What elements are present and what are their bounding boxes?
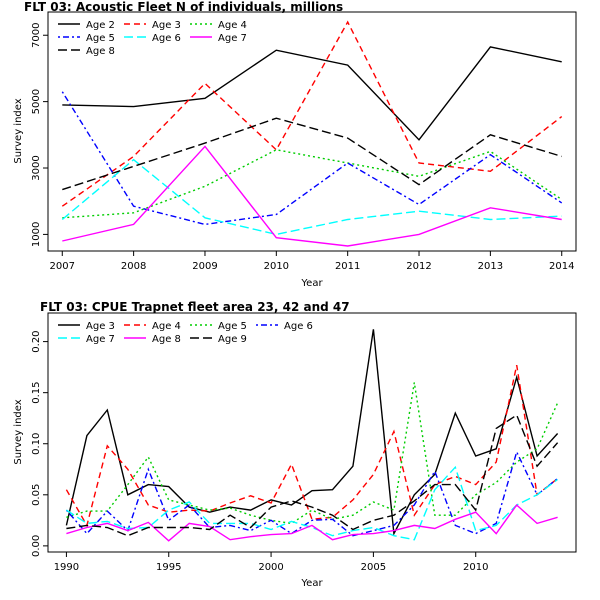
acoustic-fleet-panel: FLT 03: Acoustic Fleet N of individuals,… (13, 0, 577, 289)
legend-label: Age 4 (218, 20, 247, 31)
legend-label: Age 3 (152, 20, 181, 31)
y-tick-label: 3000 (31, 155, 42, 180)
legend-label: Age 8 (152, 334, 181, 345)
chart-title: FLT 03: CPUE Trapnet fleet area 23, 42 a… (40, 300, 350, 314)
series-line-age-6 (65, 449, 559, 537)
chart-title: FLT 03: Acoustic Fleet N of individuals,… (24, 0, 343, 14)
legend-label: Age 6 (284, 321, 313, 332)
legend-label: Age 6 (152, 33, 181, 44)
x-tick-label: 1995 (156, 562, 181, 573)
x-tick-label: 1990 (54, 562, 79, 573)
x-tick-label: 2014 (549, 261, 574, 272)
legend-label: Age 9 (218, 334, 247, 345)
x-axis-label: Year (300, 578, 323, 589)
x-axis-label: Year (300, 278, 323, 289)
y-tick-label: 0.00 (31, 535, 42, 557)
y-tick-label: 0.05 (31, 484, 42, 506)
x-tick-label: 2009 (192, 261, 217, 272)
legend-label: Age 8 (86, 46, 115, 57)
y-tick-label: 7000 (31, 23, 42, 48)
legend-label: Age 5 (218, 321, 247, 332)
legend-label: Age 5 (86, 33, 115, 44)
x-tick-label: 2011 (335, 261, 360, 272)
y-axis-label: Survey index (13, 98, 24, 163)
series-line-age-9 (66, 414, 559, 537)
legend-label: Age 2 (86, 20, 115, 31)
series-line-age-8 (66, 503, 558, 542)
y-tick-label: 5000 (31, 89, 42, 114)
legend-label: Age 7 (218, 33, 247, 44)
x-tick-label: 2000 (258, 562, 283, 573)
series-line-age-7 (62, 145, 562, 247)
cpue-trapnet-panel: FLT 03: CPUE Trapnet fleet area 23, 42 a… (13, 300, 577, 589)
x-tick-label: 2012 (406, 261, 431, 272)
series-line-age-5 (61, 91, 563, 226)
series-line-age-6 (61, 158, 562, 236)
x-tick-label: 2013 (478, 261, 503, 272)
y-tick-label: 0.15 (31, 382, 42, 404)
x-tick-label: 2008 (121, 261, 146, 272)
plot-frame (47, 11, 577, 252)
y-tick-label: 0.10 (31, 433, 42, 455)
x-tick-label: 2005 (361, 562, 386, 573)
y-tick-label: 1000 (31, 222, 42, 247)
y-axis-label: Survey index (13, 399, 24, 464)
plot-frame (47, 312, 577, 553)
x-tick-label: 2010 (264, 261, 289, 272)
series-line-age-8 (62, 117, 562, 191)
series-line-age-5 (66, 382, 559, 525)
x-tick-label: 2007 (50, 261, 75, 272)
series-line-age-3 (65, 329, 559, 536)
y-tick-label: 0.20 (31, 330, 42, 352)
series-line-age-3 (61, 20, 563, 207)
x-tick-label: 2010 (463, 562, 488, 573)
legend-label: Age 7 (86, 334, 115, 345)
series-line-age-2 (62, 46, 562, 141)
series-line-age-4 (62, 149, 563, 219)
series-line-age-4 (65, 364, 559, 528)
legend-label: Age 4 (152, 321, 181, 332)
legend-label: Age 3 (86, 321, 115, 332)
